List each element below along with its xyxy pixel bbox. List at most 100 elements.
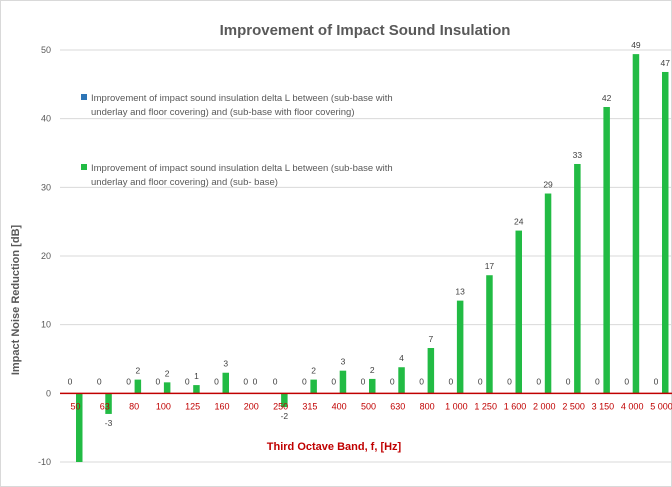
data-label-series-1: 0 <box>243 376 248 386</box>
x-tick-label: 500 <box>361 401 376 411</box>
x-tick-labels: 50 63 80 100 125 160 200 250 315 400 500 630 800 1 00… <box>70 401 672 411</box>
bar-series-2 <box>544 193 552 394</box>
x-tick-label: 4 000 <box>621 401 644 411</box>
data-label-series-1: 0 <box>478 376 483 386</box>
data-label-series-2: 2 <box>135 366 140 376</box>
bar-series-2 <box>310 379 317 394</box>
data-label-series-1: 0 <box>361 376 366 386</box>
chart-title: Improvement of Impact Sound Insulation <box>220 22 511 39</box>
y-tick-label: 40 <box>41 114 51 124</box>
y-axis-title: Impact Noise Reduction [dB] <box>10 224 22 375</box>
x-tick-label: 63 <box>100 401 110 411</box>
data-label-series-1: 0 <box>390 376 395 386</box>
x-tick-label: 100 <box>156 401 171 411</box>
data-label-series-1: 0 <box>449 376 454 386</box>
legend-label-series-2-line-1: Improvement of impact sound insulation d… <box>91 163 393 174</box>
data-label-series-1: 0 <box>507 376 512 386</box>
data-label-series-2: 33 <box>573 150 583 160</box>
data-label-series-1: 0 <box>156 376 161 386</box>
data-label-series-2: 13 <box>455 287 465 297</box>
x-tick-label: 315 <box>302 401 317 411</box>
data-label-series-2: 7 <box>428 334 433 344</box>
bar-series-2 <box>76 393 83 462</box>
data-label-series-2: 0 <box>253 376 258 386</box>
legend-swatch-series-1 <box>81 94 87 100</box>
bar-series-2 <box>427 348 435 394</box>
bar-series-2 <box>574 163 581 394</box>
data-label-series-1: 0 <box>68 376 73 386</box>
x-tick-label: 630 <box>390 401 405 411</box>
bar-series-2 <box>281 393 288 408</box>
bar-series-2 <box>339 370 347 394</box>
data-label-series-2: 2 <box>370 365 375 375</box>
data-labels: 0 0 0 0 0 0 0 0 0 0 0 0 0 0 0 0 0 0 0 0 0-32 2 130-22324713172… <box>68 40 671 428</box>
bar-series-2 <box>662 71 669 394</box>
data-label-series-2: -2 <box>281 411 289 421</box>
legend-label-series-1-line-1: Improvement of impact sound insulation d… <box>91 93 393 104</box>
x-tick-label: 5 000 <box>650 401 672 411</box>
bar-series-2 <box>163 382 171 394</box>
gridlines <box>60 49 672 463</box>
data-label-series-2: 2 <box>165 368 170 378</box>
data-label-series-2: 17 <box>485 261 495 271</box>
bar-series-2 <box>632 54 640 394</box>
data-label-series-2: 47 <box>661 58 671 68</box>
legend-swatch-series-2 <box>81 164 87 170</box>
bar-series-2 <box>515 230 522 394</box>
data-label-series-2: 49 <box>631 40 641 50</box>
data-label-series-1: 0 <box>624 376 629 386</box>
data-label-series-1: 0 <box>214 376 219 386</box>
data-label-series-2: -3 <box>105 418 113 428</box>
x-tick-label: 400 <box>332 401 347 411</box>
y-tick-label: 20 <box>41 251 51 261</box>
data-label-series-2: 4 <box>399 353 404 363</box>
x-tick-label: 125 <box>185 401 200 411</box>
y-tick-label: 0 <box>46 388 51 398</box>
data-label-series-1: 0 <box>126 376 131 386</box>
bar-series-2 <box>456 300 464 394</box>
data-label-series-1: 0 <box>595 376 600 386</box>
x-tick-label: 1 250 <box>474 401 497 411</box>
data-label-series-1: 0 <box>566 376 571 386</box>
x-tick-label: 160 <box>214 401 229 411</box>
y-tick-labels: -10 0 10 20 30 40 50 <box>38 45 51 467</box>
data-label-series-1: 0 <box>97 376 102 386</box>
legend: Improvement of impact sound insulation d… <box>81 93 393 188</box>
bars-group <box>76 54 669 462</box>
bar-series-2 <box>193 385 200 394</box>
x-tick-label: 200 <box>244 401 259 411</box>
bar-series-2 <box>603 106 610 394</box>
bar-series-2 <box>222 372 229 394</box>
bar-series-2 <box>134 379 142 394</box>
bar-series-2 <box>105 393 112 414</box>
data-label-series-2: 24 <box>514 217 524 227</box>
data-label-series-2: 3 <box>341 357 346 367</box>
data-label-series-1: 0 <box>536 376 541 386</box>
x-axis-title: Third Octave Band, f, [Hz] <box>267 441 402 453</box>
bar-series-2 <box>486 275 493 394</box>
x-tick-label: 2 500 <box>562 401 585 411</box>
y-tick-label: 10 <box>41 320 51 330</box>
data-label-series-2: 42 <box>602 93 612 103</box>
data-label-series-1: 0 <box>273 376 278 386</box>
data-label-series-1: 0 <box>419 376 424 386</box>
x-tick-label: 1 600 <box>504 401 527 411</box>
y-tick-label: 30 <box>41 182 51 192</box>
x-tick-label: 1 000 <box>445 401 468 411</box>
x-tick-label: 250 <box>273 401 288 411</box>
legend-label-series-2-line-2: underlay and floor covering) and (sub- b… <box>91 177 278 188</box>
data-label-series-2: 3 <box>223 359 228 369</box>
y-tick-label: 50 <box>41 45 51 55</box>
bar-series-2 <box>369 378 376 394</box>
x-tick-label: 3 150 <box>592 401 615 411</box>
x-tick-label: 50 <box>70 401 80 411</box>
legend-label-series-1-line-2: underlay and floor covering) and (sub-ba… <box>91 107 355 118</box>
data-label-series-1: 0 <box>654 376 659 386</box>
data-label-series-2: 29 <box>543 180 553 190</box>
x-tick-label: 2 000 <box>533 401 556 411</box>
y-tick-label: -10 <box>38 457 51 467</box>
x-tick-label: 800 <box>420 401 435 411</box>
data-label-series-2: 1 <box>194 371 199 381</box>
